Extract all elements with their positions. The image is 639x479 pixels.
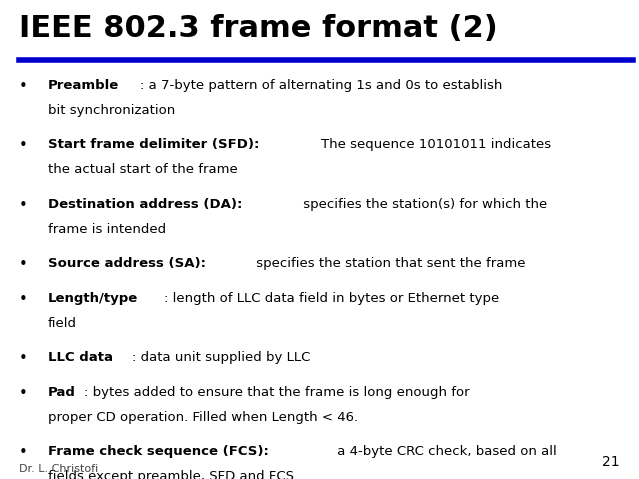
Text: •: •: [19, 257, 28, 272]
Text: •: •: [19, 386, 28, 400]
Text: Length/type: Length/type: [48, 292, 138, 305]
Text: : bytes added to ensure that the frame is long enough for: : bytes added to ensure that the frame i…: [84, 386, 470, 399]
Text: •: •: [19, 445, 28, 460]
Text: Destination address (DA):: Destination address (DA):: [48, 198, 242, 211]
Text: •: •: [19, 292, 28, 307]
Text: : a 7-byte pattern of alternating 1s and 0s to establish: : a 7-byte pattern of alternating 1s and…: [140, 79, 502, 92]
Text: 21: 21: [602, 456, 620, 469]
Text: •: •: [19, 138, 28, 153]
Text: Frame check sequence (FCS):: Frame check sequence (FCS):: [48, 445, 269, 458]
Text: Pad: Pad: [48, 386, 76, 399]
Text: : length of LLC data field in bytes or Ethernet type: : length of LLC data field in bytes or E…: [164, 292, 500, 305]
Text: specifies the station that sent the frame: specifies the station that sent the fram…: [252, 257, 525, 270]
Text: Start frame delimiter (SFD):: Start frame delimiter (SFD):: [48, 138, 259, 151]
Text: specifies the station(s) for which the: specifies the station(s) for which the: [298, 198, 547, 211]
Text: IEEE 802.3 frame format (2): IEEE 802.3 frame format (2): [19, 14, 498, 44]
Text: fields except preamble, SFD and FCS.: fields except preamble, SFD and FCS.: [48, 470, 298, 479]
Text: proper CD operation. Filled when Length < 46.: proper CD operation. Filled when Length …: [48, 411, 358, 423]
Text: The sequence 10101011 indicates: The sequence 10101011 indicates: [321, 138, 551, 151]
Text: Preamble: Preamble: [48, 79, 119, 92]
Text: frame is intended: frame is intended: [48, 223, 166, 236]
Text: field: field: [48, 317, 77, 330]
Text: •: •: [19, 198, 28, 213]
Text: a 4-byte CRC check, based on all: a 4-byte CRC check, based on all: [333, 445, 557, 458]
Text: •: •: [19, 79, 28, 94]
Text: Dr. L. Christofi: Dr. L. Christofi: [19, 464, 98, 474]
Text: bit synchronization: bit synchronization: [48, 104, 175, 117]
Text: •: •: [19, 351, 28, 366]
Text: Source address (SA):: Source address (SA):: [48, 257, 206, 270]
Text: LLC data: LLC data: [48, 351, 113, 364]
Text: the actual start of the frame: the actual start of the frame: [48, 163, 238, 176]
Text: : data unit supplied by LLC: : data unit supplied by LLC: [132, 351, 310, 364]
